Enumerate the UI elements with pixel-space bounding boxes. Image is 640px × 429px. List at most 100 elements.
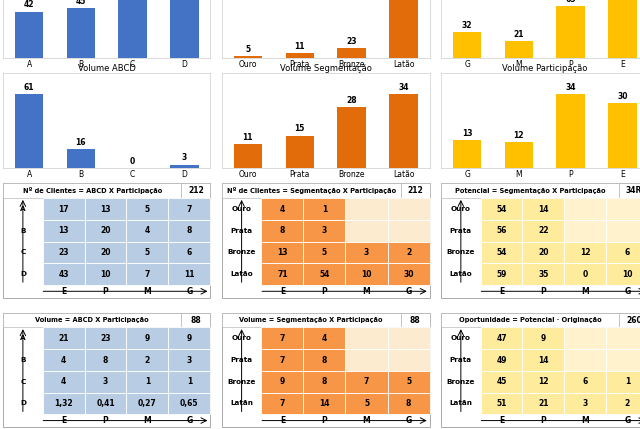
Text: 3: 3 (187, 356, 192, 365)
Bar (168, 349, 211, 371)
Text: 1: 1 (145, 377, 150, 386)
Bar (168, 393, 211, 414)
Bar (261, 242, 303, 263)
Text: 9: 9 (145, 334, 150, 343)
Text: G: G (186, 287, 193, 296)
Text: M: M (143, 287, 151, 296)
Bar (84, 242, 127, 263)
Text: 54: 54 (496, 205, 507, 214)
Text: 5: 5 (364, 399, 369, 408)
Text: 34R: 34R (626, 186, 640, 195)
Text: 20: 20 (100, 248, 111, 257)
Text: 23: 23 (346, 36, 357, 45)
Bar (564, 349, 606, 371)
Bar (261, 349, 303, 371)
Text: E: E (61, 287, 66, 296)
Bar (441, 313, 620, 327)
Text: 23: 23 (100, 334, 111, 343)
Text: Prata: Prata (230, 357, 253, 363)
Text: 1,32: 1,32 (54, 399, 73, 408)
Bar (127, 198, 168, 220)
Text: 5: 5 (145, 205, 150, 214)
Text: 9: 9 (541, 334, 546, 343)
Text: 47: 47 (496, 334, 507, 343)
Bar (346, 349, 388, 371)
Text: 21: 21 (538, 399, 548, 408)
Bar (606, 242, 640, 263)
Text: E: E (499, 416, 504, 425)
Text: 0,41: 0,41 (96, 399, 115, 408)
Bar (606, 349, 640, 371)
Text: 3: 3 (364, 248, 369, 257)
Text: 10: 10 (622, 270, 632, 279)
Text: 8: 8 (322, 356, 327, 365)
Bar (84, 349, 127, 371)
Bar (3, 313, 181, 327)
Text: B: B (20, 357, 26, 363)
Bar (261, 393, 303, 414)
Text: E: E (499, 287, 504, 296)
Bar (606, 220, 640, 242)
Text: P: P (541, 287, 547, 296)
Bar (522, 198, 564, 220)
Text: 7: 7 (145, 270, 150, 279)
Text: Volume = ABCD X Participação: Volume = ABCD X Participação (35, 317, 149, 323)
Text: E: E (280, 416, 285, 425)
Text: 54: 54 (496, 248, 507, 257)
Text: 5: 5 (322, 248, 327, 257)
Text: 20: 20 (100, 226, 111, 235)
Bar (346, 242, 388, 263)
Bar (127, 263, 168, 285)
Bar (127, 327, 168, 349)
Text: 5: 5 (145, 248, 150, 257)
Text: 0: 0 (583, 270, 588, 279)
Bar (222, 313, 401, 327)
Bar (261, 371, 303, 393)
Bar (481, 263, 522, 285)
Bar (168, 263, 211, 285)
Bar (234, 56, 262, 58)
Bar (388, 242, 429, 263)
Text: 14: 14 (538, 205, 548, 214)
Text: P: P (321, 287, 327, 296)
Text: 21: 21 (58, 334, 68, 343)
Text: 13: 13 (277, 248, 287, 257)
Text: D: D (20, 400, 26, 406)
Text: 11: 11 (294, 42, 305, 51)
Bar (620, 183, 640, 198)
Text: 4: 4 (61, 356, 66, 365)
Bar (118, 0, 147, 58)
Text: 0,27: 0,27 (138, 399, 157, 408)
Text: C: C (20, 249, 26, 255)
Bar (522, 242, 564, 263)
Bar (303, 349, 346, 371)
Text: 88: 88 (410, 315, 420, 324)
Bar (67, 149, 95, 168)
Text: 6: 6 (187, 248, 192, 257)
Text: P: P (102, 287, 108, 296)
Bar (3, 183, 181, 198)
Bar (564, 371, 606, 393)
Bar (389, 94, 418, 168)
Text: 9: 9 (280, 377, 285, 386)
Text: 43: 43 (58, 270, 68, 279)
Text: P: P (541, 416, 547, 425)
Bar (388, 198, 429, 220)
Text: 30: 30 (403, 270, 414, 279)
Text: P: P (102, 416, 108, 425)
Text: 42: 42 (24, 0, 35, 9)
Bar (564, 327, 606, 349)
Bar (303, 393, 346, 414)
Text: 10: 10 (100, 270, 111, 279)
Bar (168, 242, 211, 263)
Text: 5: 5 (406, 377, 411, 386)
Bar (84, 263, 127, 285)
Text: Latãn: Latãn (230, 400, 253, 406)
Text: 34: 34 (565, 83, 576, 92)
Bar (303, 242, 346, 263)
Bar (606, 263, 640, 285)
Bar (606, 393, 640, 414)
Text: Latão: Latão (449, 271, 472, 277)
Text: 13: 13 (58, 226, 68, 235)
Text: Latão: Latão (230, 271, 253, 277)
